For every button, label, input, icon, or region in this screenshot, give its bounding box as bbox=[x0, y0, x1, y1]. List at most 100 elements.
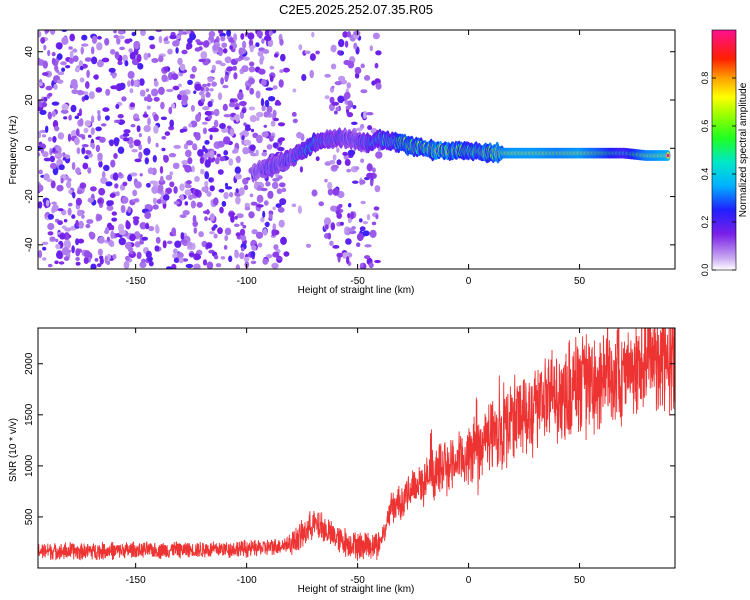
heatmap-noise-cell bbox=[96, 263, 102, 268]
heatmap-noise-cell bbox=[255, 90, 261, 99]
heatmap-noise-cell bbox=[75, 219, 79, 228]
heatmap-noise-cell bbox=[125, 255, 130, 261]
heatmap-noise-cell bbox=[184, 184, 192, 189]
heatmap-noise-cell bbox=[101, 57, 110, 63]
heatmap-noise-cell bbox=[360, 158, 365, 163]
heatmap-noise-cell bbox=[209, 213, 215, 222]
heatmap-noise-cell bbox=[348, 203, 352, 208]
heatmap-noise-cell bbox=[280, 236, 287, 245]
heatmap-noise-cell bbox=[219, 156, 226, 162]
heatmap-noise-cell bbox=[238, 187, 245, 196]
heatmap-noise-cell bbox=[42, 257, 47, 261]
heatmap-noise-cell bbox=[125, 221, 131, 230]
heatmap-noise-cell bbox=[152, 155, 157, 163]
heatmap-noise-cell bbox=[139, 173, 143, 177]
heatmap-noise-cell bbox=[152, 197, 157, 205]
heatmap-noise-cell bbox=[122, 133, 130, 137]
heatmap-ridge-core bbox=[666, 153, 670, 158]
heatmap-noise-cell bbox=[69, 33, 75, 42]
heatmap-noise-cell bbox=[155, 236, 161, 244]
heatmap-noise-cell bbox=[255, 42, 260, 48]
heatmap-noise-cell bbox=[337, 95, 345, 104]
heatmap-noise-cell bbox=[240, 33, 245, 40]
heatmap-noise-cell bbox=[232, 65, 238, 71]
heatmap-noise-cell bbox=[218, 30, 223, 34]
heatmap-noise-cell bbox=[112, 73, 116, 79]
heatmap-noise-cell bbox=[332, 187, 340, 196]
heatmap-noise-cell bbox=[277, 122, 286, 127]
heatmap-noise-cell bbox=[51, 101, 60, 106]
heatmap-noise-cell bbox=[268, 30, 273, 36]
heatmap-noise-cell bbox=[38, 184, 44, 192]
heatmap-noise-cell bbox=[52, 204, 59, 212]
heatmap-noise-cell bbox=[52, 147, 56, 153]
heatmap-noise-cell bbox=[257, 50, 264, 57]
heatmap-noise-cell bbox=[196, 201, 203, 208]
heatmap-noise-cell bbox=[161, 147, 166, 152]
heatmap-noise-cell bbox=[324, 161, 332, 166]
heatmap-noise-cell bbox=[158, 55, 164, 63]
heatmap-noise-cell bbox=[213, 108, 220, 117]
heatmap-noise-cell bbox=[241, 108, 247, 114]
heatmap-noise-cell bbox=[198, 58, 206, 63]
heatmap-noise-cell bbox=[72, 82, 79, 90]
heatmap-noise-cell bbox=[215, 263, 222, 268]
heatmap-noise-cell bbox=[261, 105, 266, 112]
heatmap-noise-cell bbox=[347, 100, 353, 107]
heatmap-noise-cell bbox=[261, 38, 265, 44]
heatmap-noise-cell bbox=[75, 261, 81, 266]
heatmap-noise-cell bbox=[249, 45, 254, 53]
heatmap-noise-cell bbox=[54, 260, 59, 265]
heatmap-noise-cell bbox=[336, 147, 340, 153]
heatmap-noise-cell bbox=[136, 125, 141, 133]
heatmap-noise-cell bbox=[366, 112, 374, 116]
colorbar-tick-label: 0.2 bbox=[700, 216, 710, 229]
heatmap-noise-cell bbox=[223, 150, 229, 156]
heatmap-noise-cell bbox=[99, 136, 106, 143]
heatmap-noise-cell bbox=[63, 116, 68, 120]
heatmap-panel: -150 -100 -50 0 50 -40 -20 0 20 40 Height of str… bbox=[8, 29, 676, 296]
heatmap-noise-cell bbox=[40, 37, 46, 44]
heatmap-noise-cell bbox=[113, 153, 118, 159]
heatmap-noise-cell bbox=[273, 244, 279, 251]
heatmap-x-tick-label: 50 bbox=[574, 276, 586, 287]
heatmap-noise-cell bbox=[91, 46, 95, 55]
heatmap-noise-cell bbox=[189, 73, 196, 79]
heatmap-noise-cell bbox=[332, 154, 337, 161]
heatmap-noise-cell bbox=[202, 83, 208, 88]
heatmap-noise-cell bbox=[108, 67, 116, 73]
heatmap-noise-cell bbox=[42, 151, 49, 158]
heatmap-noise-cell bbox=[177, 57, 183, 66]
heatmap-noise-cell bbox=[347, 31, 351, 38]
heatmap-noise-cell bbox=[67, 133, 72, 142]
snr-series-line bbox=[38, 328, 675, 561]
heatmap-noise-cell bbox=[220, 77, 225, 85]
heatmap-noise-cell bbox=[131, 198, 139, 203]
heatmap-noise-cell bbox=[91, 142, 95, 150]
heatmap-noise-cell bbox=[118, 30, 125, 35]
heatmap-noise-cell bbox=[42, 246, 47, 251]
heatmap-noise-cell bbox=[112, 172, 119, 181]
heatmap-noise-cell bbox=[120, 205, 126, 213]
heatmap-noise-cell bbox=[157, 184, 164, 192]
heatmap-noise-cell bbox=[172, 162, 180, 169]
heatmap-noise-cell bbox=[71, 214, 76, 219]
heatmap-noise-cell bbox=[184, 189, 192, 196]
heatmap-noise-cell bbox=[201, 121, 208, 125]
heatmap-noise-cell bbox=[133, 40, 141, 50]
heatmap-noise-cell bbox=[68, 114, 72, 121]
heatmap-noise-cell bbox=[169, 34, 177, 40]
heatmap-noise-cell bbox=[367, 125, 373, 131]
heatmap-noise-cell bbox=[271, 181, 279, 190]
heatmap-noise-cell bbox=[121, 196, 129, 204]
heatmap-noise-cell bbox=[90, 127, 95, 135]
heatmap-noise-cell bbox=[127, 206, 132, 214]
heatmap-noise-cell bbox=[202, 40, 210, 48]
heatmap-noise-cell bbox=[266, 144, 273, 150]
heatmap-noise-cell bbox=[42, 134, 47, 138]
heatmap-noise-cell bbox=[362, 221, 369, 225]
heatmap-noise-cell bbox=[173, 201, 180, 205]
heatmap-noise-cell bbox=[58, 261, 65, 265]
heatmap-noise-cell bbox=[181, 49, 188, 55]
heatmap-noise-cell bbox=[213, 233, 218, 239]
